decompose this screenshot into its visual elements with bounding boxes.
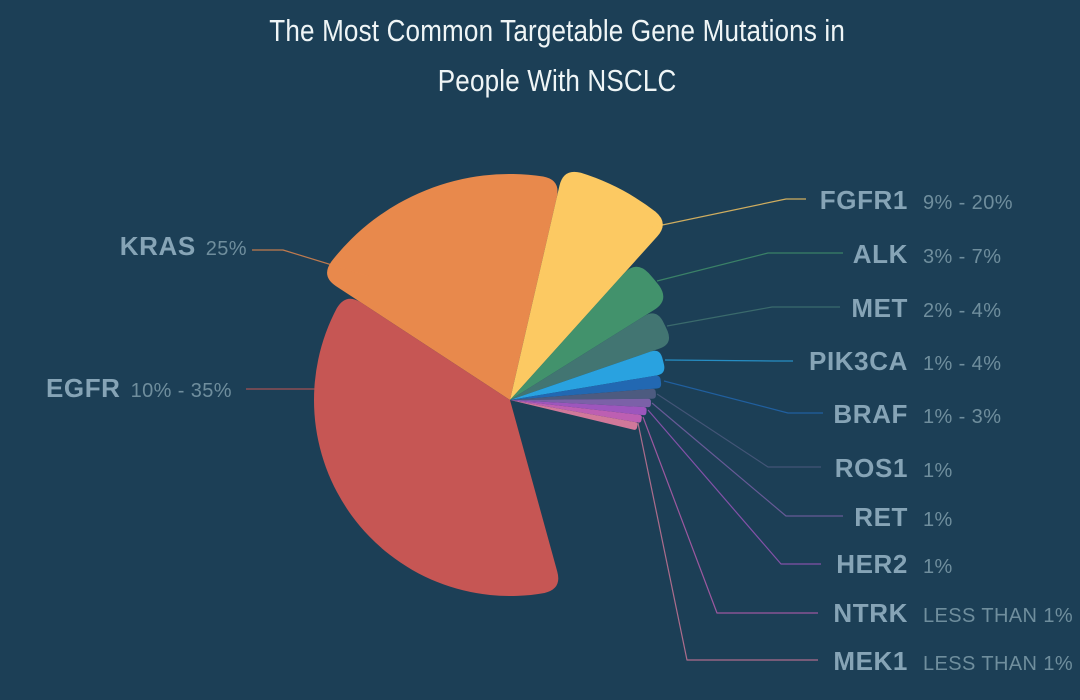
- gene-name-egfr: EGFR: [45, 373, 121, 403]
- gene-frequency-alk: 3% - 7%: [923, 246, 1002, 268]
- pie-slice-met[interactable]: [510, 313, 670, 400]
- chart-title-line-2: People With NSCLC: [437, 63, 677, 98]
- gene-name-her2: HER2: [836, 549, 908, 579]
- gene-name-ros1: ROS1: [834, 453, 908, 483]
- gene-frequency-ros1: 1%: [923, 460, 953, 482]
- leader-line-kras: [252, 249, 369, 277]
- pie-slice-braf[interactable]: [510, 375, 662, 400]
- gene-name-fgfr1: FGFR1: [819, 185, 908, 215]
- gene-name-pik3ca: PIK3CA: [809, 346, 908, 376]
- pie-slice-fgfr1[interactable]: [510, 171, 663, 400]
- pie-slice-mek1[interactable]: [510, 400, 638, 430]
- chart-title: The Most Common Targetable Gene Mutation…: [0, 6, 1080, 106]
- pie-slice-ret[interactable]: [510, 398, 651, 408]
- callout-braf: BRAF 1% - 3%: [690, 396, 1001, 432]
- leader-line-alk: [656, 252, 843, 282]
- callout-ntrk: NTRK LESS THAN 1%: [690, 595, 1073, 631]
- gene-name-ret: RET: [854, 502, 908, 532]
- gene-name-mek1: MEK1: [833, 646, 908, 676]
- gene-frequency-her2: 1%: [923, 556, 953, 578]
- callout-kras: KRAS 25%: [120, 228, 247, 264]
- pie-slice-kras[interactable]: [327, 174, 558, 400]
- pie-slice-ros1[interactable]: [510, 388, 656, 400]
- callout-fgfr1: FGFR1 9% - 20%: [690, 182, 1013, 218]
- leader-line-ros1: [656, 393, 821, 468]
- gene-name-kras: KRAS: [119, 231, 196, 261]
- callout-met: MET 2% - 4%: [690, 290, 1001, 326]
- leader-line-fgfr1: [647, 198, 806, 229]
- callout-mek1: MEK1 LESS THAN 1%: [690, 643, 1073, 679]
- leader-line-her2: [647, 409, 821, 565]
- gene-frequency-kras: 25%: [205, 238, 247, 260]
- callout-pik3ca: PIK3CA 1% - 4%: [690, 343, 1001, 379]
- pie-slice-egfr[interactable]: [313, 298, 559, 597]
- callout-ret: RET 1%: [690, 499, 953, 535]
- gene-name-ntrk: NTRK: [833, 598, 908, 628]
- gene-frequency-ntrk: LESS THAN 1%: [923, 605, 1074, 627]
- gene-name-met: MET: [851, 293, 908, 323]
- gene-frequency-met: 2% - 4%: [923, 300, 1002, 322]
- leader-line-ntrk: [642, 416, 818, 614]
- pie-slice-alk[interactable]: [510, 266, 664, 400]
- gene-name-braf: BRAF: [833, 399, 908, 429]
- gene-frequency-pik3ca: 1% - 4%: [923, 353, 1002, 375]
- gene-frequency-egfr: 10% - 35%: [130, 380, 232, 402]
- leader-line-mek1: [637, 422, 818, 661]
- callout-alk: ALK 3% - 7%: [690, 236, 1001, 272]
- leader-line-met: [666, 306, 840, 327]
- pie-slice-her2[interactable]: [510, 400, 647, 416]
- leader-line-braf: [663, 380, 823, 414]
- pie-slice-ntrk[interactable]: [510, 400, 642, 423]
- gene-frequency-braf: 1% - 3%: [923, 406, 1002, 428]
- pie-slice-pik3ca[interactable]: [510, 350, 665, 400]
- callout-ros1: ROS1 1%: [690, 450, 953, 486]
- gene-frequency-mek1: LESS THAN 1%: [923, 653, 1074, 675]
- callout-egfr: EGFR 10% - 35%: [46, 370, 232, 406]
- callout-her2: HER2 1%: [690, 546, 953, 582]
- gene-frequency-fgfr1: 9% - 20%: [923, 192, 1013, 214]
- leader-line-pik3ca: [664, 359, 793, 362]
- gene-name-alk: ALK: [852, 239, 908, 269]
- chart-title-line-1: The Most Common Targetable Gene Mutation…: [269, 13, 846, 48]
- gene-frequency-ret: 1%: [923, 509, 953, 531]
- leader-line-ret: [651, 402, 843, 517]
